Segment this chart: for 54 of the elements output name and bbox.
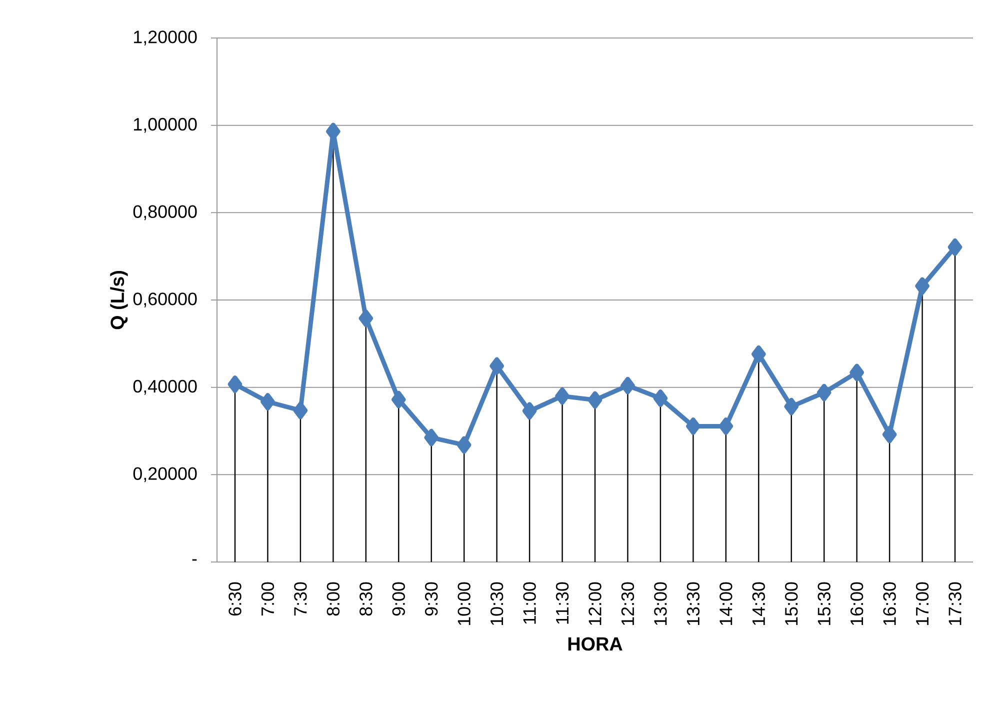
point: [752, 345, 766, 363]
x-tick-label: 16:00: [850, 582, 864, 626]
x-tick-label: 7:00: [261, 582, 274, 616]
x-tick-label: 8:30: [360, 582, 372, 616]
x-tick-label: 12:00: [588, 582, 602, 626]
point: [260, 392, 275, 410]
point: [948, 238, 962, 256]
y-tick-label: -: [192, 559, 197, 561]
x-tick-label: 14:30: [752, 582, 765, 626]
x-tick-label: 15:30: [818, 582, 830, 626]
point: [620, 376, 635, 394]
y-tick-label: 0,20000: [133, 467, 197, 482]
point: [915, 277, 930, 295]
x-tick-label: 17:30: [948, 582, 962, 626]
x-tick-label: 9:30: [425, 582, 438, 616]
point: [686, 417, 700, 435]
point: [392, 390, 406, 408]
point: [816, 384, 832, 402]
y-tick-label: 0,60000: [133, 292, 197, 308]
point: [850, 364, 864, 382]
y-tick-label: 1,00000: [134, 118, 197, 133]
point: [653, 389, 668, 407]
x-tick-label: 12:30: [621, 582, 634, 626]
y-tick-label: 0,40000: [133, 380, 197, 395]
point: [784, 398, 798, 416]
x-tick-label: 13:00: [654, 582, 667, 626]
point: [293, 402, 308, 420]
point: [424, 428, 438, 446]
x-tick-label: 11:30: [556, 582, 569, 624]
point: [882, 426, 897, 444]
x-tick-label: 7:30: [294, 582, 307, 616]
x-tick-label: 6:30: [228, 582, 242, 616]
point: [718, 417, 734, 435]
point: [522, 402, 537, 420]
point: [588, 391, 602, 409]
x-tick-label: 17:00: [916, 582, 929, 626]
y-axis-title: Q (L/s): [110, 270, 128, 330]
point: [358, 310, 374, 328]
x-tick-label: 13:30: [686, 582, 700, 626]
x-tick-label: 14:00: [720, 582, 732, 626]
x-tick-label: 9:00: [392, 582, 405, 616]
x-tick-label: 11:00: [523, 582, 536, 624]
x-tick-label: 15:00: [785, 582, 798, 626]
point: [490, 357, 504, 375]
x-axis-title: HORA: [568, 637, 622, 651]
point: [456, 436, 472, 454]
point: [555, 387, 570, 405]
x-tick-label: 16:30: [883, 582, 896, 626]
y-tick-label: 0,80000: [133, 205, 197, 220]
x-tick-label: 10:00: [458, 582, 470, 626]
x-tick-label: 10:30: [490, 582, 504, 626]
point: [228, 376, 242, 394]
y-tick-label: 1,20000: [134, 30, 197, 46]
x-tick-label: 8:00: [326, 582, 340, 616]
